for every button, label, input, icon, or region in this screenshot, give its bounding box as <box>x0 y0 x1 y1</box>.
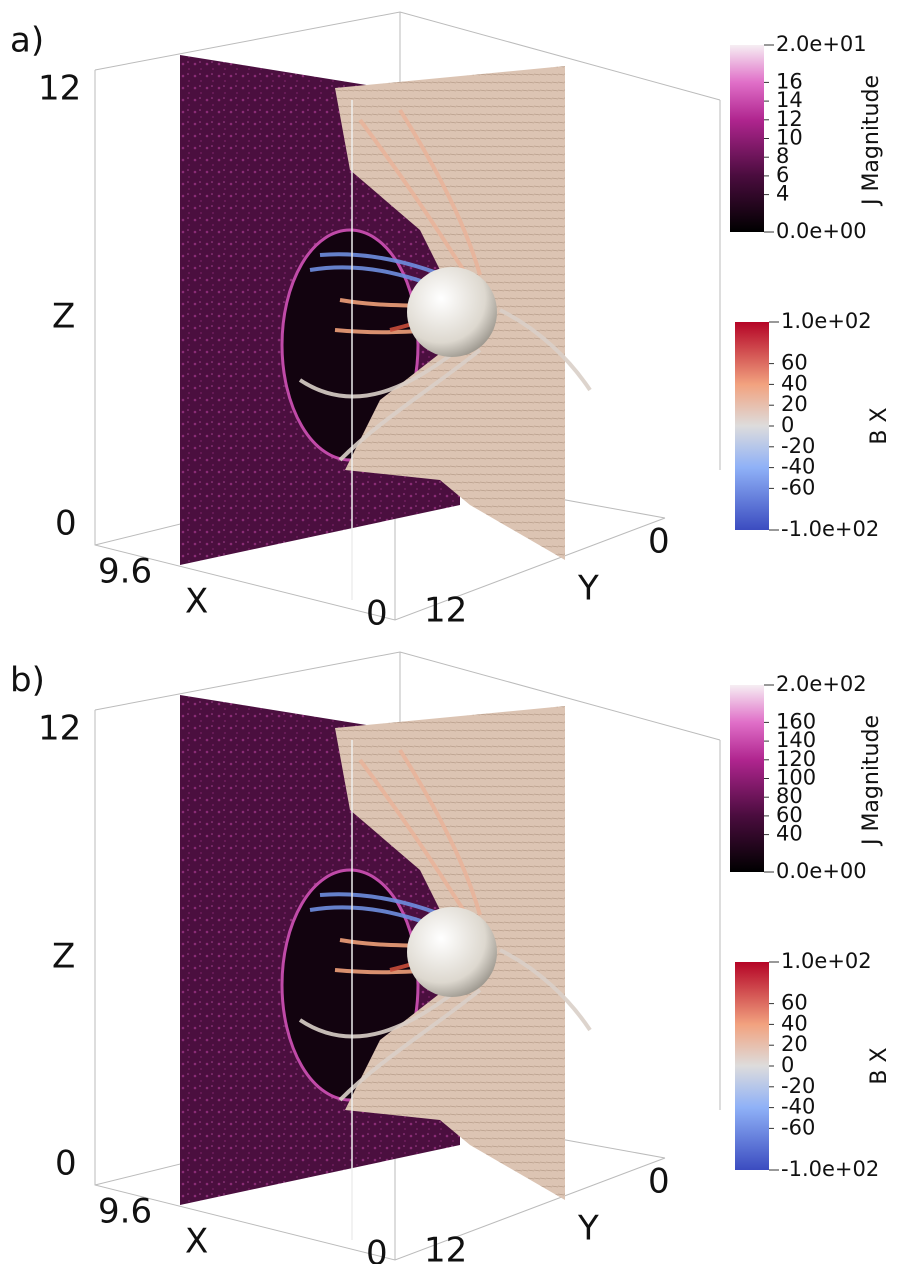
axis-label: Y <box>577 569 599 609</box>
axis-label: 0 <box>648 522 670 562</box>
colorbar-tick-label: 1.0e+02 <box>781 949 872 973</box>
colorbar-tick-label: 40 <box>781 1011 808 1035</box>
colorbar-tick-label: 20 <box>781 392 808 416</box>
colorbar <box>735 962 769 1170</box>
axis-label: 12 <box>38 709 81 749</box>
axis-label: 12 <box>424 1231 467 1264</box>
axis-label: Z <box>52 297 75 337</box>
colorbar-title: J Magnitude <box>859 715 884 847</box>
colorbar-tick-label: 6 <box>776 163 789 187</box>
streamline <box>338 348 482 462</box>
colorbar-tick-label: -1.0e+02 <box>781 1157 879 1181</box>
colorbar-tick-label: 40 <box>781 371 808 395</box>
colorbar-tick-label: 4 <box>776 182 789 206</box>
colorbar-tick-label: 2.0e+02 <box>776 672 867 696</box>
axis-label: 0 <box>366 1234 388 1264</box>
axis-label: 9.6 <box>98 1192 152 1232</box>
planet-sphere <box>407 907 497 997</box>
colorbar <box>735 322 769 530</box>
colorbar-tick-label: 20 <box>781 1032 808 1056</box>
axis-label: X <box>185 1222 208 1262</box>
colorbar-title: B X <box>867 407 892 444</box>
colorbar-tick-label: 100 <box>776 766 816 790</box>
axis-label: 0 <box>55 504 77 544</box>
colorbar-tick-label: -1.0e+02 <box>781 517 879 541</box>
colorbar-title: B X <box>867 1047 892 1084</box>
colorbar-tick-label: -40 <box>781 455 815 479</box>
colorbar-tick-label: 2.0e+01 <box>776 32 867 56</box>
colorbar-tick-label: 140 <box>776 728 816 752</box>
axis-label: Z <box>52 937 75 977</box>
colorbar-tick-label: 80 <box>776 784 803 808</box>
colorbar-tick-label: 0.0e+00 <box>776 859 867 883</box>
streamline <box>499 308 592 392</box>
axis-label: 0 <box>648 1162 670 1202</box>
colorbar-tick-label: -40 <box>781 1095 815 1119</box>
colorbar-tick-label: 16 <box>776 69 803 93</box>
field-sheet <box>335 706 565 1200</box>
colorbar-tick-label: -20 <box>781 1074 815 1098</box>
axis-label: 12 <box>38 69 81 109</box>
colorbar-tick-label: -60 <box>781 475 815 499</box>
panel-label: a) <box>10 21 44 61</box>
colorbar-tick-label: 12 <box>776 107 803 131</box>
colorbar <box>730 45 764 232</box>
axis-label: 12 <box>424 591 467 631</box>
axis-label: 0 <box>55 1144 77 1184</box>
colorbar-tick-label: 40 <box>776 822 803 846</box>
colorbar-tick-label: 0.0e+00 <box>776 219 867 243</box>
axis-label: Y <box>577 1209 599 1249</box>
axis-label: X <box>185 582 208 622</box>
streamline <box>338 988 482 1102</box>
streamline <box>499 948 592 1032</box>
colorbar-title: J Magnitude <box>859 75 884 207</box>
colorbar-tick-label: 60 <box>781 991 808 1015</box>
planet-sphere <box>407 267 497 357</box>
axis-label: 0 <box>366 594 388 634</box>
colorbar-tick-label: 0 <box>781 413 794 437</box>
field-sheet <box>335 66 565 560</box>
colorbar-tick-label: 160 <box>776 709 816 733</box>
axis-label: 9.6 <box>98 552 152 592</box>
colorbar-tick-label: -60 <box>781 1115 815 1139</box>
streamline <box>398 748 482 916</box>
colorbar-tick-label: 8 <box>776 144 789 168</box>
colorbar <box>730 685 764 872</box>
streamline <box>398 108 482 276</box>
colorbar-tick-label: 60 <box>781 351 808 375</box>
colorbar-tick-label: -20 <box>781 434 815 458</box>
colorbar-tick-label: 1.0e+02 <box>781 309 872 333</box>
panel-label: b) <box>10 661 45 701</box>
colorbar-tick-label: 60 <box>776 803 803 827</box>
colorbar-tick-label: 14 <box>776 88 803 112</box>
colorbar-tick-label: 10 <box>776 126 803 150</box>
colorbar-tick-label: 120 <box>776 747 816 771</box>
colorbar-tick-label: 0 <box>781 1053 794 1077</box>
